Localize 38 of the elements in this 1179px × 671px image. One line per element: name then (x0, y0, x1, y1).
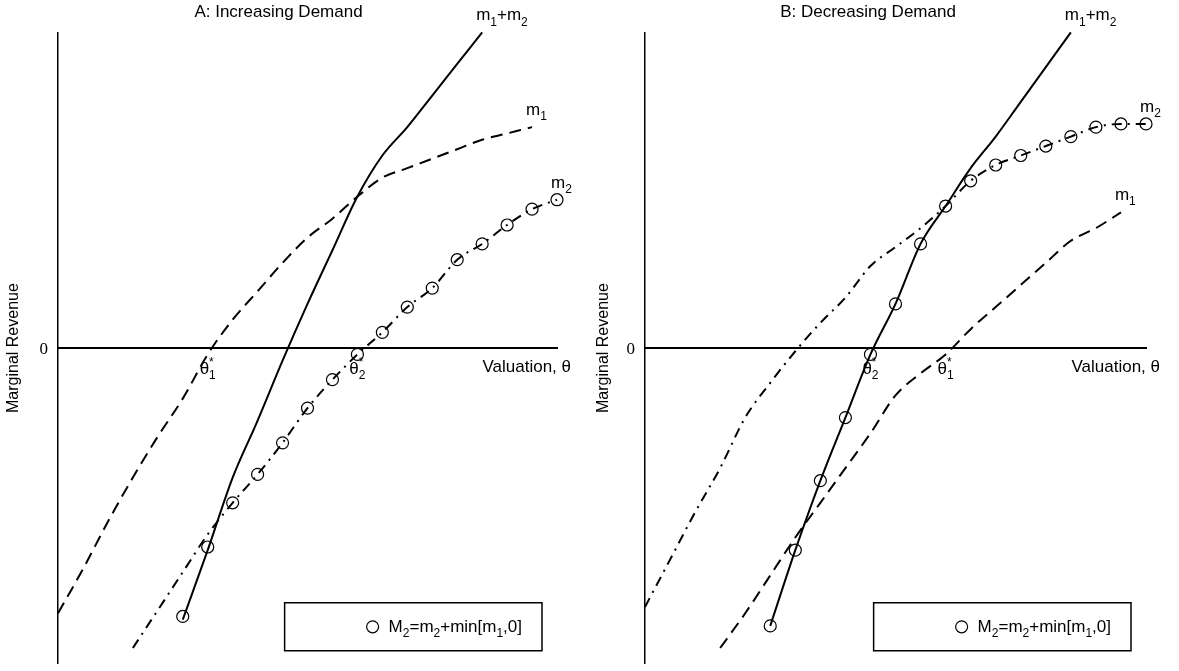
point (176, 609, 190, 624)
chart-title: A: Increasing Demand (194, 1, 363, 21)
point (275, 436, 290, 450)
y-axis-title: Marginal Revenue (594, 283, 612, 414)
point (939, 199, 953, 213)
point (500, 218, 514, 232)
point (989, 158, 1003, 172)
text: 0 (626, 339, 635, 359)
point (325, 373, 340, 387)
point (888, 297, 903, 311)
point (1039, 139, 1053, 153)
point (1014, 148, 1028, 163)
point (201, 540, 215, 554)
point (425, 281, 439, 295)
point (375, 325, 389, 339)
point (251, 467, 265, 481)
point (788, 543, 802, 557)
point (913, 237, 928, 251)
x-axis-title: Valuation, θ (482, 357, 571, 377)
point (1114, 117, 1128, 131)
point (450, 253, 464, 267)
point (1139, 117, 1153, 131)
point (475, 237, 489, 251)
point (1064, 129, 1078, 144)
chart-title: B: Decreasing Demand (780, 1, 956, 21)
point (763, 619, 777, 633)
point (1089, 120, 1103, 134)
text: 0 (39, 339, 48, 359)
point (400, 300, 414, 314)
point (300, 401, 315, 415)
x-axis-title: Valuation, θ (1071, 357, 1160, 377)
point (226, 496, 240, 510)
point (813, 474, 827, 488)
point (525, 202, 539, 216)
y-axis-title: Marginal Revenue (4, 283, 22, 414)
point (964, 174, 978, 188)
point (838, 410, 852, 425)
point (550, 193, 564, 207)
